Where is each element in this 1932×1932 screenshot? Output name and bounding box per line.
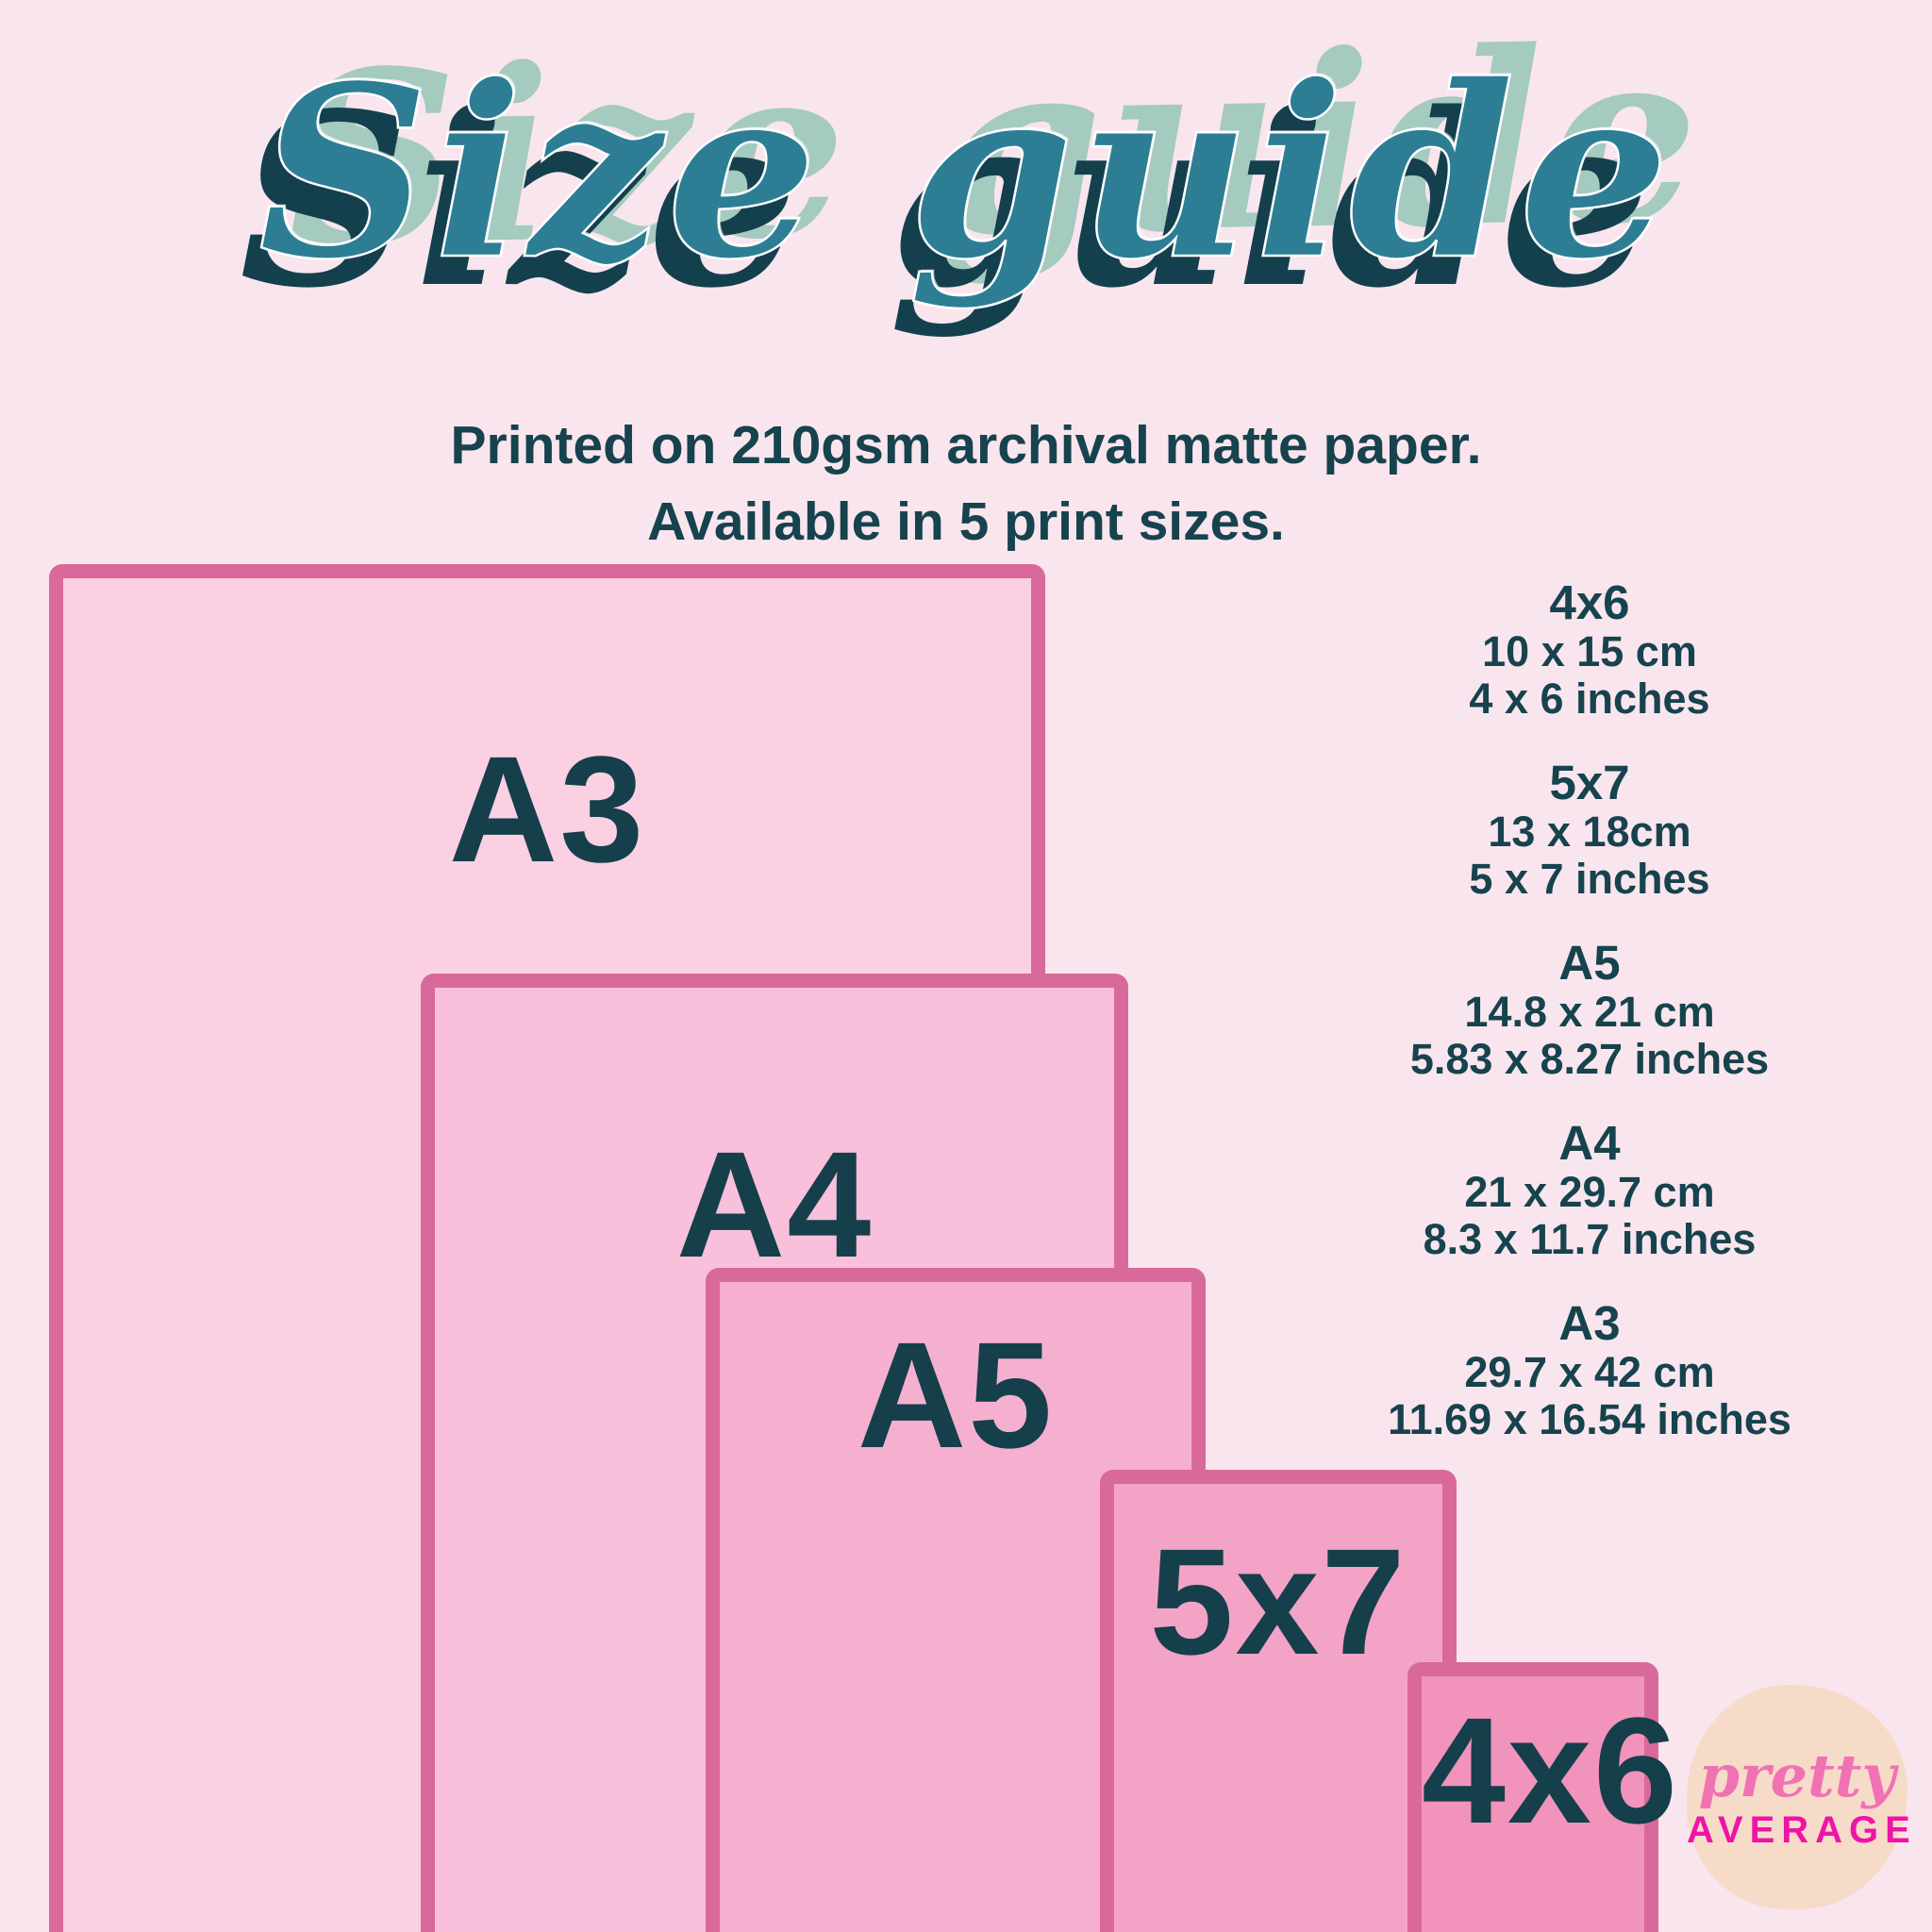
size-list-name: 4x6 [1549,575,1630,629]
size-rect-label: 4x6 [1422,1686,1679,1855]
size-list-metric: 21 x 29.7 cm [1464,1168,1715,1216]
size-list-imperial: 5 x 7 inches [1469,855,1710,903]
size-list-name: A5 [1558,936,1621,990]
size-list-group: A4 21 x 29.7 cm 8.3 x 11.7 inches [1307,1118,1873,1263]
size-list-name: A3 [1558,1296,1621,1350]
size-list-imperial: 5.83 x 8.27 inches [1409,1035,1770,1083]
subtitle-line2: Available in 5 print sizes. [647,491,1285,552]
title-shadow-mint: Size guide [284,0,1705,301]
title-text: Size guide [257,32,1674,314]
size-list-imperial: 8.3 x 11.7 inches [1423,1215,1757,1263]
size-rect-label: A5 [857,1310,1055,1479]
size-rect-4x6: 4x6 [1407,1662,1679,1932]
size-rect-label: A3 [448,724,646,893]
brand-logo: pretty AVERAGE [1687,1685,1917,1909]
size-list-group: A5 14.8 x 21 cm 5.83 x 8.27 inches [1307,938,1873,1083]
size-list: 4x6 10 x 15 cm 4 x 6 inches 5x7 13 x 18c… [1307,577,1873,1478]
title-extrude-navy: Size guide [239,61,1656,341]
size-list-imperial: 4 x 6 inches [1469,675,1710,723]
size-list-metric: 10 x 15 cm [1482,627,1697,675]
brand-logo-line1: pretty [1698,1741,1896,1810]
size-list-metric: 14.8 x 21 cm [1464,988,1715,1036]
size-list-imperial: 11.69 x 16.54 inches [1388,1395,1791,1443]
size-rect-label: 5x7 [1149,1517,1407,1686]
size-list-group: 5x7 13 x 18cm 5 x 7 inches [1307,758,1873,903]
subtitle: Printed on 210gsm archival matte paper. … [0,408,1932,560]
page-title: Size guide Size guide Size guide [0,0,1932,341]
size-rect-label: A4 [675,1120,874,1289]
size-list-name: A4 [1558,1116,1621,1170]
brand-logo-line2: AVERAGE [1687,1809,1917,1851]
size-list-group: 4x6 10 x 15 cm 4 x 6 inches [1307,577,1873,723]
subtitle-line1: Printed on 210gsm archival matte paper. [450,415,1482,475]
size-rect-5x7: 5x7 [1100,1470,1457,1932]
size-list-metric: 13 x 18cm [1488,808,1691,856]
size-list-metric: 29.7 x 42 cm [1464,1348,1715,1396]
size-list-group: A3 29.7 x 42 cm 11.69 x 16.54 inches [1307,1298,1873,1443]
size-list-name: 5x7 [1549,756,1630,809]
